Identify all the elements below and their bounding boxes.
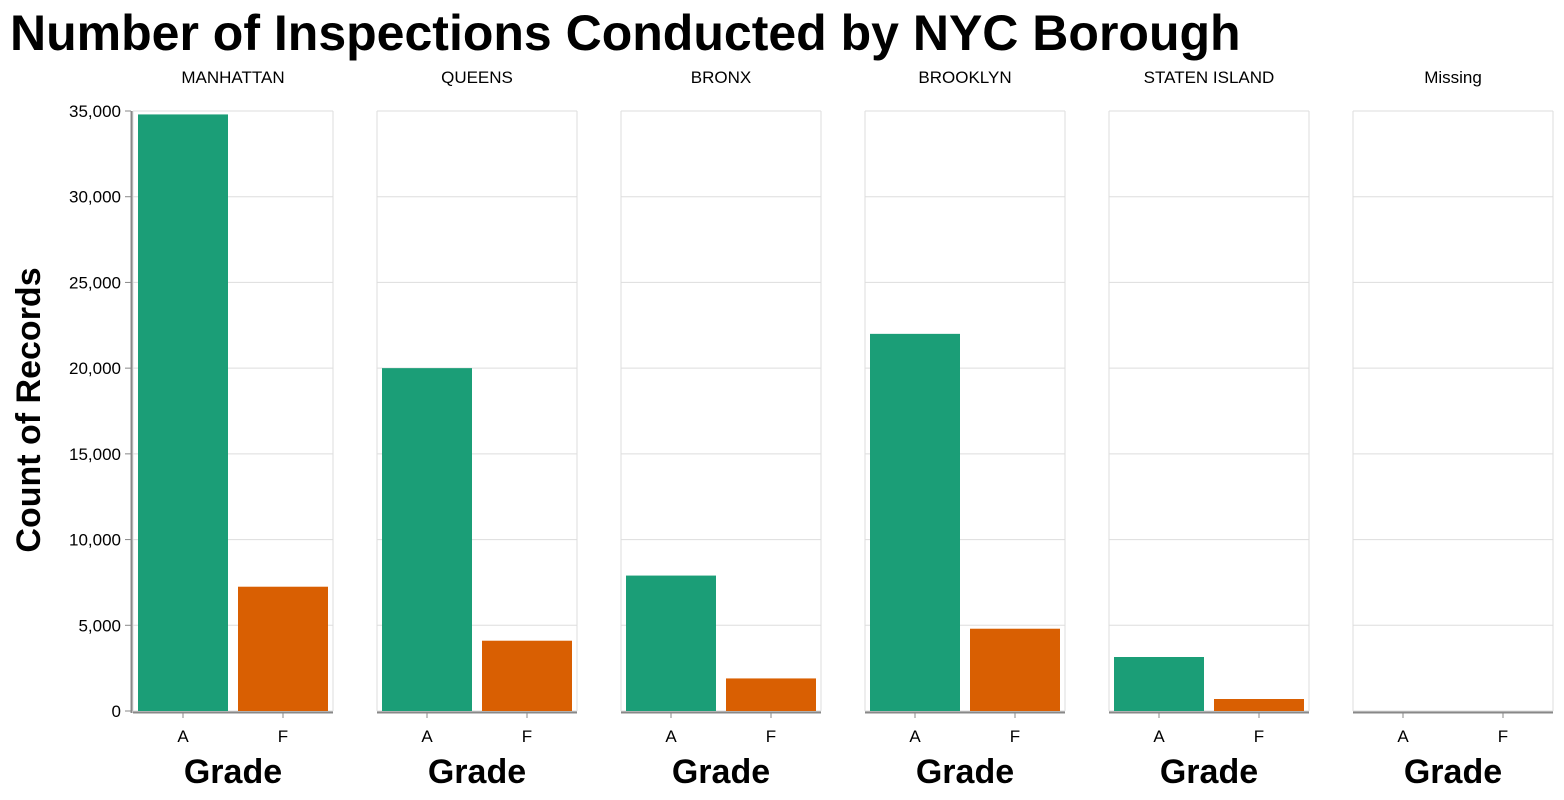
y-tick-label: 35,000 (69, 102, 121, 121)
bar-f (726, 678, 816, 711)
facet-header: BRONX (691, 68, 751, 87)
x-tick-label: F (1010, 727, 1020, 746)
bar-f (238, 586, 328, 711)
x-axis-title: Grade (1404, 753, 1502, 791)
x-tick-label: F (1498, 727, 1508, 746)
y-tick-label: 20,000 (69, 359, 121, 378)
facet-header: Missing (1424, 68, 1482, 87)
x-tick-label: A (1397, 727, 1409, 746)
y-tick-label: 30,000 (69, 188, 121, 207)
facet-header: QUEENS (441, 68, 513, 87)
x-axis-title: Grade (184, 753, 282, 791)
x-axis-title: Grade (1160, 753, 1258, 791)
bar-f (482, 640, 572, 711)
bar-a (1114, 657, 1204, 711)
y-tick-label: 15,000 (69, 445, 121, 464)
x-axis-title: Grade (672, 753, 770, 791)
x-tick-label: A (909, 727, 921, 746)
x-tick-label: A (665, 727, 677, 746)
bar-f (970, 628, 1060, 711)
facet-header: BROOKLYN (918, 68, 1011, 87)
y-tick-label: 10,000 (69, 531, 121, 550)
bar-a (138, 114, 228, 711)
chart-title: Number of Inspections Conducted by NYC B… (10, 5, 1241, 61)
y-tick-label: 0 (112, 702, 121, 721)
bar-a (870, 333, 960, 711)
x-axis-title: Grade (428, 753, 526, 791)
x-tick-label: A (421, 727, 433, 746)
x-tick-label: A (1153, 727, 1165, 746)
facet-bronx: BRONX A F Grade (620, 68, 822, 791)
facet-header: STATEN ISLAND (1144, 68, 1275, 87)
x-axis-title: Grade (916, 753, 1014, 791)
y-tick-label: 5,000 (78, 616, 121, 635)
facet-manhattan: MANHATTAN A F Grade (132, 68, 334, 791)
facet-brooklyn: BROOKLYN A F Grade (864, 68, 1066, 791)
bar-f (1214, 699, 1304, 711)
bar-a (626, 575, 716, 711)
x-tick-label: F (766, 727, 776, 746)
bar-a (382, 368, 472, 711)
facet-queens: QUEENS A F Grade (376, 68, 578, 791)
facets: MANHATTAN A F Grade QUEENS A F Grade BRONX A F Grad… (69, 68, 1554, 791)
x-tick-label: F (522, 727, 532, 746)
y-axis-title: Count of Records (10, 267, 48, 552)
y-tick-label: 25,000 (69, 273, 121, 292)
x-tick-label: F (278, 727, 288, 746)
facet-header: MANHATTAN (181, 68, 284, 87)
facet-missing: Missing A F Grade (1352, 68, 1554, 791)
facet-staten-island: STATEN ISLAND A F Grade (1108, 68, 1310, 791)
x-tick-label: A (177, 727, 189, 746)
x-tick-label: F (1254, 727, 1264, 746)
